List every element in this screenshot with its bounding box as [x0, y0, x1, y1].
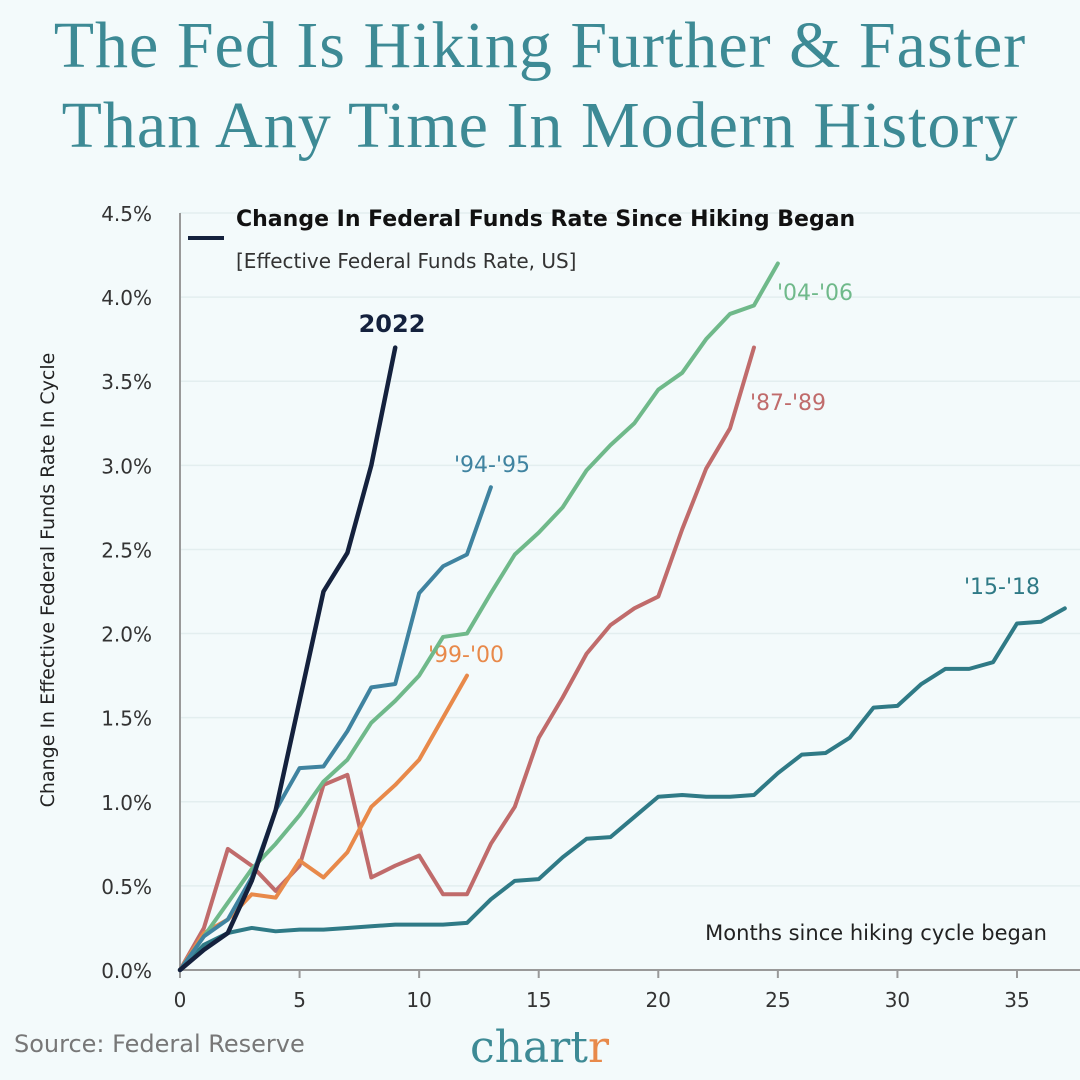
series-line-94-95	[178, 485, 493, 972]
title-line-2: Than Any Time In Modern History	[61, 89, 1019, 162]
series-label: '87-'89	[750, 391, 826, 416]
legend-subtitle: [Effective Federal Funds Rate, US]	[236, 249, 576, 273]
y-axis-label: Change In Effective Federal Funds Rate I…	[37, 353, 59, 808]
title-line-1: The Fed Is Hiking Further & Faster	[53, 9, 1027, 82]
x-tick-label: 35	[1004, 988, 1029, 1012]
x-tick-label: 5	[293, 988, 306, 1012]
series-line-2022	[177, 345, 398, 973]
legend-title: Change In Federal Funds Rate Since Hikin…	[236, 207, 855, 232]
series-label: '15-'18	[964, 575, 1040, 600]
series-line-87-89	[178, 345, 756, 972]
y-tick-label: 4.0%	[101, 286, 152, 310]
x-tick-label: 10	[406, 988, 431, 1012]
x-tick-label: 25	[765, 988, 790, 1012]
series-label: '99-'00	[428, 643, 504, 668]
x-tick-label: 15	[526, 988, 551, 1012]
series-line-15-18	[178, 606, 1067, 972]
x-axis-label: Months since hiking cycle began	[705, 921, 1047, 945]
series-label: 2022	[359, 310, 426, 338]
y-tick-label: 3.5%	[101, 370, 152, 394]
x-tick-label: 0	[174, 988, 187, 1012]
y-tick-label: 1.5%	[101, 707, 152, 731]
y-tick-label: 3.0%	[101, 454, 152, 478]
source-note: Source: Federal Reserve	[14, 1030, 305, 1058]
series-label: '94-'95	[454, 453, 530, 478]
series-line-04-06	[178, 261, 780, 972]
x-tick-label: 20	[646, 988, 671, 1012]
y-tick-label: 2.0%	[101, 623, 152, 647]
y-tick-label: 0.0%	[101, 959, 152, 983]
chart-title: The Fed Is Hiking Further & Faster Than …	[0, 6, 1080, 166]
series-label: '04-'06	[777, 281, 853, 306]
x-tick-label: 30	[885, 988, 910, 1012]
y-tick-label: 2.5%	[101, 538, 152, 562]
y-tick-label: 0.5%	[101, 875, 152, 899]
y-tick-label: 4.5%	[101, 202, 152, 226]
chartr-logo: chartr	[470, 1022, 609, 1073]
y-tick-label: 1.0%	[101, 791, 152, 815]
